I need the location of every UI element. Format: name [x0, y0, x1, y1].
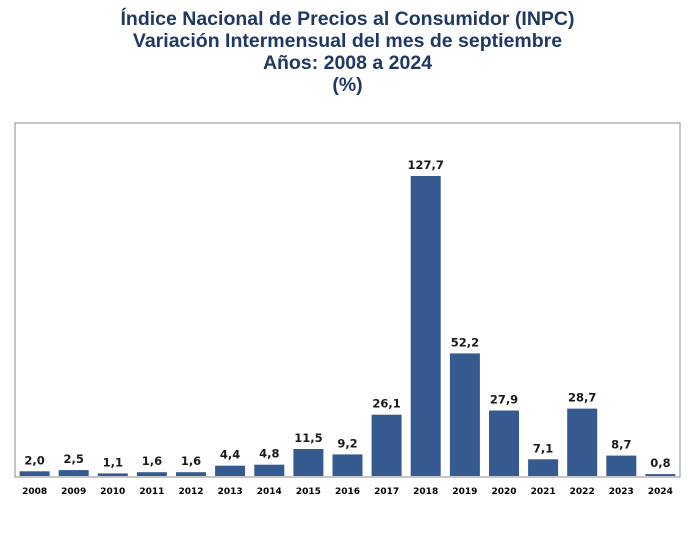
- bar-2014: [254, 464, 285, 476]
- data-label-2008: 2,0: [24, 453, 44, 467]
- bar-2018: [410, 176, 441, 476]
- chart-titles: Índice Nacional de Precios al Consumidor…: [0, 8, 695, 96]
- chart-subtitle-3: (%): [332, 74, 363, 96]
- x-tick-label-2018: 2018: [413, 487, 438, 497]
- x-tick-label-2014: 2014: [257, 487, 282, 497]
- chart-subtitle-1: Variación Intermensual del mes de septie…: [132, 30, 563, 52]
- bar-2013: [215, 465, 246, 476]
- x-tick-label-2011: 2011: [139, 487, 164, 497]
- bar-2021: [528, 459, 559, 476]
- data-label-2012: 1,6: [181, 454, 201, 468]
- data-label-2010: 1,1: [103, 455, 123, 469]
- bar-2011: [136, 472, 167, 476]
- x-tick-label-2017: 2017: [374, 487, 399, 497]
- x-tick-label-2009: 2009: [61, 487, 86, 497]
- bar-2016: [332, 454, 363, 476]
- bar-2008: [19, 471, 50, 476]
- bar-2010: [97, 473, 128, 476]
- chart-title: Índice Nacional de Precios al Consumidor…: [120, 8, 575, 30]
- data-label-2024: 0,8: [650, 456, 670, 470]
- x-tick-label-2023: 2023: [609, 487, 634, 497]
- x-tick-label-2020: 2020: [491, 487, 516, 497]
- bar-2009: [58, 470, 89, 476]
- x-tick-label-2008: 2008: [22, 487, 47, 497]
- data-label-2017: 26,1: [372, 397, 400, 411]
- bar-2017: [371, 414, 402, 476]
- data-label-2016: 9,2: [337, 436, 357, 450]
- x-tick-label-2012: 2012: [178, 487, 203, 497]
- bar-2012: [176, 472, 206, 476]
- x-tick-label-2019: 2019: [452, 487, 477, 497]
- data-label-2015: 11,5: [294, 431, 322, 445]
- data-label-2018: 127,7: [408, 158, 444, 172]
- x-tick-label-2015: 2015: [296, 487, 321, 497]
- data-label-2023: 8,7: [611, 438, 631, 452]
- data-label-2009: 2,5: [64, 452, 84, 466]
- bar-2024: [645, 474, 676, 476]
- bar-2015: [293, 449, 324, 476]
- x-tick-label-2016: 2016: [335, 487, 360, 497]
- data-label-2021: 7,1: [533, 441, 553, 455]
- data-label-2022: 28,7: [568, 391, 596, 405]
- bar-2022: [567, 408, 598, 476]
- data-label-2020: 27,9: [490, 393, 518, 407]
- data-label-2013: 4,4: [220, 448, 240, 462]
- chart-subtitle-2: Años: 2008 a 2024: [262, 52, 433, 74]
- data-label-2011: 1,6: [142, 454, 162, 468]
- x-tick-label-2024: 2024: [648, 487, 673, 497]
- bar-2020: [489, 410, 519, 476]
- x-tick-label-2013: 2013: [218, 487, 243, 497]
- data-label-2014: 4,8: [259, 447, 279, 461]
- bar-2019: [449, 353, 480, 476]
- x-tick-label-2022: 2022: [570, 487, 595, 497]
- data-label-2019: 52,2: [451, 335, 479, 349]
- x-tick-label-2021: 2021: [531, 487, 556, 497]
- bar-2023: [606, 455, 637, 476]
- x-tick-label-2010: 2010: [100, 487, 125, 497]
